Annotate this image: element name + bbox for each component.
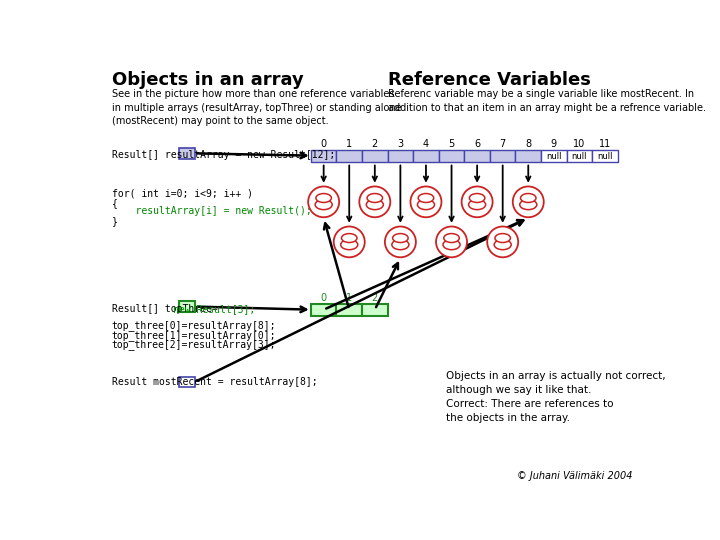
Ellipse shape: [443, 240, 460, 249]
Ellipse shape: [494, 240, 511, 249]
Text: }: }: [112, 217, 117, 226]
Text: top_three[0]=resultArray[8];: top_three[0]=resultArray[8];: [112, 320, 276, 332]
Text: 10: 10: [573, 139, 585, 148]
Text: 4: 4: [423, 139, 429, 148]
Text: 0: 0: [320, 293, 327, 303]
Bar: [387, 150, 413, 162]
Text: Result[] resultArray = new Result[12];: Result[] resultArray = new Result[12];: [112, 150, 335, 160]
Bar: [179, 148, 194, 159]
Text: 5: 5: [449, 139, 454, 148]
Text: 3: 3: [397, 139, 403, 148]
Text: Reference Variables: Reference Variables: [388, 71, 591, 89]
Bar: [541, 150, 567, 162]
Bar: [336, 303, 362, 316]
Text: null: null: [572, 152, 588, 161]
Ellipse shape: [520, 200, 537, 210]
Ellipse shape: [341, 240, 358, 249]
Ellipse shape: [392, 240, 409, 249]
Ellipse shape: [418, 193, 433, 202]
Circle shape: [487, 226, 518, 257]
Circle shape: [308, 186, 339, 217]
Bar: [311, 150, 336, 162]
Bar: [567, 150, 593, 162]
Text: 6: 6: [474, 139, 480, 148]
Bar: [516, 150, 541, 162]
Bar: [593, 150, 618, 162]
Bar: [490, 150, 516, 162]
Ellipse shape: [444, 234, 459, 242]
Text: new Result[3];: new Result[3];: [174, 304, 256, 314]
Text: 8: 8: [525, 139, 531, 148]
Ellipse shape: [469, 200, 485, 210]
Bar: [336, 150, 362, 162]
Bar: [413, 150, 438, 162]
Circle shape: [410, 186, 441, 217]
Text: Result[] topThree=: Result[] topThree=: [112, 304, 223, 314]
Text: for( int i=0; i<9; i++ ): for( int i=0; i<9; i++ ): [112, 188, 253, 198]
Text: Objects in an array: Objects in an array: [112, 71, 303, 89]
Ellipse shape: [469, 193, 485, 202]
Text: 7: 7: [500, 139, 506, 148]
Bar: [464, 150, 490, 162]
Bar: [438, 150, 464, 162]
Bar: [179, 377, 194, 387]
Circle shape: [385, 226, 416, 257]
Ellipse shape: [418, 200, 434, 210]
Text: Referenc variable may be a single variable like mostRecent. In
addition to that : Referenc variable may be a single variab…: [388, 90, 706, 113]
Text: 2: 2: [372, 139, 378, 148]
Circle shape: [359, 186, 390, 217]
Text: 11: 11: [599, 139, 611, 148]
Text: resultArray[i] = new Result();: resultArray[i] = new Result();: [112, 206, 312, 217]
Circle shape: [334, 226, 365, 257]
Circle shape: [462, 186, 492, 217]
Text: Result mostRecent = resultArray[8];: Result mostRecent = resultArray[8];: [112, 377, 318, 387]
Ellipse shape: [341, 234, 357, 242]
Bar: [362, 303, 387, 316]
Ellipse shape: [392, 234, 408, 242]
Text: {: {: [112, 198, 117, 208]
Text: 0: 0: [320, 139, 327, 148]
Text: Objects in an array is actually not correct,
although we say it like that.
Corre: Objects in an array is actually not corr…: [446, 372, 666, 423]
Text: © Juhani Välimäki 2004: © Juhani Välimäki 2004: [517, 471, 632, 481]
Ellipse shape: [521, 193, 536, 202]
Text: See in the picture how more than one reference variables
in multiple arrays (res: See in the picture how more than one ref…: [112, 90, 401, 126]
Bar: [179, 301, 194, 312]
Ellipse shape: [366, 200, 383, 210]
Text: top_three[1]=resultArray[0];: top_three[1]=resultArray[0];: [112, 330, 276, 341]
Text: 1: 1: [346, 293, 352, 303]
Circle shape: [436, 226, 467, 257]
Ellipse shape: [315, 200, 332, 210]
Text: null: null: [546, 152, 562, 161]
Ellipse shape: [316, 193, 331, 202]
Ellipse shape: [495, 234, 510, 242]
Bar: [362, 150, 387, 162]
Bar: [311, 303, 336, 316]
Circle shape: [513, 186, 544, 217]
Ellipse shape: [367, 193, 382, 202]
Text: 9: 9: [551, 139, 557, 148]
Text: 1: 1: [346, 139, 352, 148]
Text: 2: 2: [372, 293, 378, 303]
Text: null: null: [597, 152, 613, 161]
Text: top_three[2]=resultArray[3];: top_three[2]=resultArray[3];: [112, 339, 276, 350]
